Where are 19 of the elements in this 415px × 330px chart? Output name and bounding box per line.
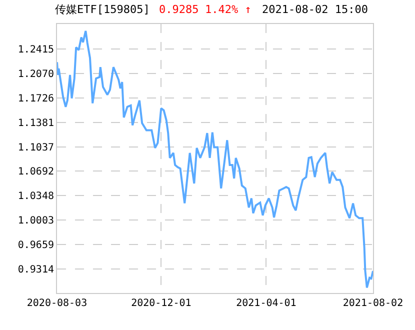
y-tick-label: 0.9314	[18, 264, 54, 276]
x-tick-label: 2021-04-01	[236, 298, 296, 309]
y-tick-label: 1.1381	[18, 118, 54, 129]
y-tick-label: 1.1037	[18, 142, 54, 154]
y-tick-label: 1.0003	[18, 216, 54, 227]
x-tick-label: 2021-08-02	[342, 298, 404, 309]
x-tick-label: 2020-12-01	[131, 298, 192, 309]
y-tick-label: 1.0692	[18, 166, 54, 178]
y-tick-label: 1.2070	[18, 69, 54, 80]
x-tick-label: 2020-08-03	[26, 298, 88, 309]
chart-title: 传媒ETF[159805]	[55, 2, 150, 16]
y-tick-label: 1.0348	[18, 191, 54, 202]
y-tick-label: 0.9659	[18, 240, 54, 251]
y-tick-label: 1.1726	[18, 93, 54, 104]
line-series	[57, 30, 373, 289]
y-tick-label: 1.2415	[18, 44, 54, 56]
text: 0.9285	[159, 3, 199, 16]
text: 1.42% ↑	[205, 3, 252, 16]
text: 2021-08-02 15:00	[262, 3, 368, 16]
